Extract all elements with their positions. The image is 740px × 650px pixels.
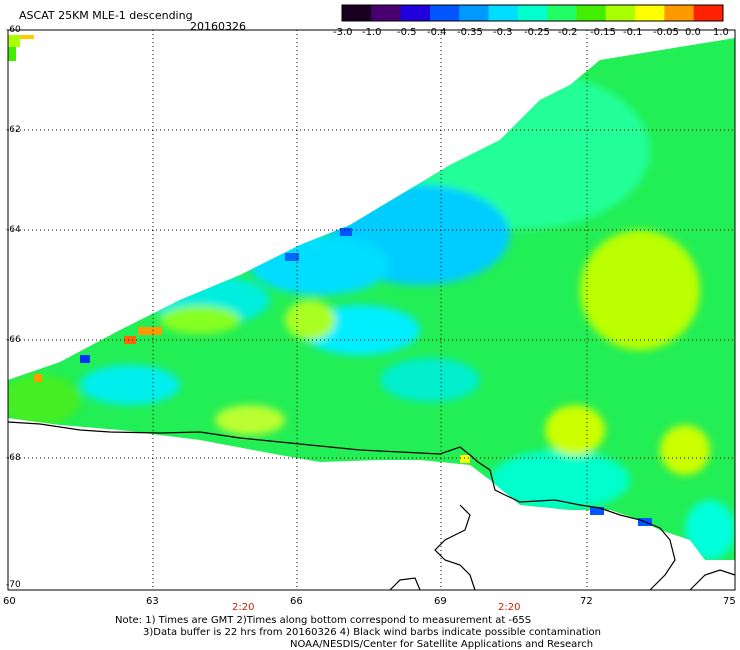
note-line-2: 3)Data buffer is 22 hrs from 20160326 4)…: [143, 627, 601, 638]
lon-label: 60: [3, 596, 16, 607]
lon-label: 72: [580, 596, 593, 607]
coastline: [7, 421, 736, 591]
lat-label: -64: [6, 225, 21, 235]
data-swath: [8, 38, 735, 560]
colorbar-label: -0.3: [493, 27, 513, 38]
colorbar-label: -0.1: [623, 27, 643, 38]
colorbar-swatch: [429, 5, 460, 21]
colorbar-swatch: [517, 5, 548, 21]
chart-date: 20160326: [190, 20, 246, 33]
lon-label: 66: [290, 596, 303, 607]
colorbar-label: -0.2: [558, 27, 578, 38]
gridlines: [8, 30, 735, 590]
colorbar-swatch: [342, 5, 372, 21]
colorbar-swatch: [605, 5, 636, 21]
colorbar-swatch: [635, 5, 665, 21]
colorbar-label: -0.5: [397, 27, 417, 38]
colorbar-swatch: [664, 5, 695, 21]
colorbar-swatch: [576, 5, 607, 21]
colorbar-label: 1.0: [713, 27, 729, 38]
colorbar-label: -1.0: [362, 27, 382, 38]
colorbar-label: -0.4: [427, 27, 447, 38]
colorbar-swatch: [547, 5, 577, 21]
lat-label: -68: [6, 453, 21, 463]
lon-label: 63: [146, 596, 159, 607]
lat-label: -60: [6, 25, 21, 35]
plot-frame: [7, 29, 736, 591]
time-label: 2:20: [232, 602, 255, 613]
colorbar-label: -0.15: [590, 27, 616, 38]
note-line-1: Note: 1) Times are GMT 2)Times along bot…: [115, 615, 532, 626]
lon-label: 75: [723, 596, 736, 607]
colorbar-frame: [341, 4, 724, 22]
lat-label: -70: [6, 580, 21, 590]
colorbar-swatch: [693, 5, 724, 21]
colorbar-swatch: [488, 5, 519, 21]
chart-title: ASCAT 25KM MLE-1 descending: [19, 9, 193, 22]
colorbar-label: -3.0: [333, 27, 353, 38]
colorbar-label: -0.05: [653, 27, 679, 38]
colorbar-swatch: [371, 5, 402, 21]
time-label: 2:20: [498, 602, 521, 613]
lat-label: -62: [6, 125, 21, 135]
colorbar: [341, 4, 724, 22]
lat-label: -66: [6, 335, 21, 345]
colorbar-label: -0.25: [524, 27, 550, 38]
colorbar-swatch: [459, 5, 490, 21]
colorbar-swatch: [400, 5, 431, 21]
lon-label: 69: [434, 596, 447, 607]
colorbar-label: 0.0: [685, 27, 701, 38]
note-line-3: NOAA/NESDIS/Center for Satellite Applica…: [290, 639, 594, 650]
colorbar-label: -0.35: [457, 27, 483, 38]
